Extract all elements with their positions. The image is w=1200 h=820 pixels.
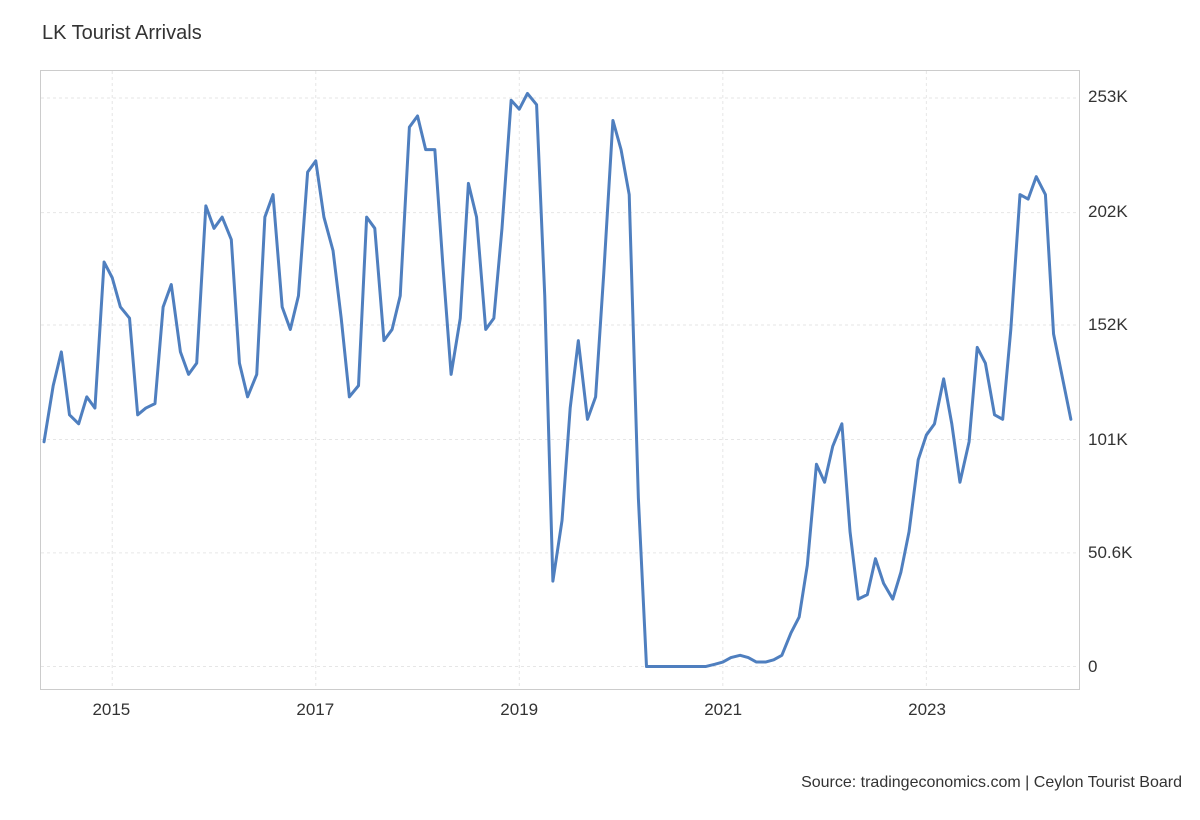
- y-axis-labels: 0 50.6K 101K 152K 202K 253K: [1088, 70, 1168, 690]
- x-tick-label: 2015: [92, 700, 130, 720]
- y-tick-label: 253K: [1088, 87, 1128, 107]
- y-tick-label: 50.6K: [1088, 543, 1132, 563]
- chart-source: Source: tradingeconomics.com | Ceylon To…: [801, 774, 1182, 792]
- y-tick-label: 202K: [1088, 202, 1128, 222]
- line-chart-svg: [41, 71, 1079, 689]
- x-tick-label: 2021: [704, 700, 742, 720]
- plot-area: [40, 70, 1080, 690]
- y-tick-label: 101K: [1088, 430, 1128, 450]
- y-tick-label: 0: [1088, 657, 1097, 677]
- x-axis-labels: 2015 2017 2019 2021 2023: [40, 700, 1080, 730]
- chart-title: LK Tourist Arrivals: [42, 22, 202, 45]
- x-tick-label: 2019: [500, 700, 538, 720]
- chart-container: LK Tourist Arrivals 0 50.6K 101K 152K 202K 25…: [0, 0, 1200, 820]
- y-tick-label: 152K: [1088, 315, 1128, 335]
- x-tick-label: 2017: [296, 700, 334, 720]
- x-tick-label: 2023: [908, 700, 946, 720]
